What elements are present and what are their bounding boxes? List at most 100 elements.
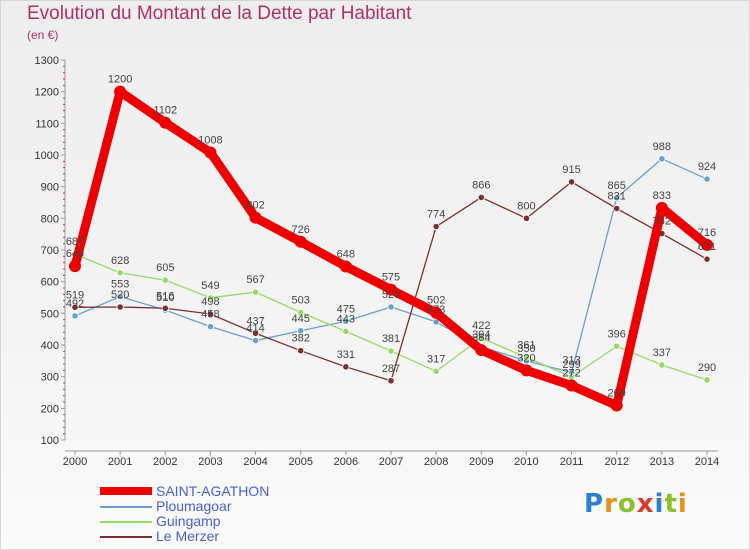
legend-label: Guingamp [156,513,221,529]
data-point-saint-agathon [520,364,533,377]
data-point-le-merzer [703,255,711,263]
legend: SAINT-AGATHON Ploumagoar Guingamp Le Mer… [100,484,360,544]
data-label: 475 [337,303,355,315]
y-tick-label: 600 [41,277,59,289]
y-tick-label: 1300 [35,55,59,67]
data-point-saint-agathon [204,146,217,159]
data-label: 510 [156,292,174,304]
data-point-le-merzer [342,363,350,371]
data-point-ploumagoar [71,312,79,320]
y-tick-label: 400 [41,340,59,352]
data-point-le-merzer [613,204,621,213]
data-label: 290 [698,362,716,374]
data-label: 671 [698,241,716,253]
legend-swatch [100,536,152,538]
x-tick-label: 2013 [650,456,674,468]
series-line-saint-agathon [70,87,712,410]
data-label: 287 [382,363,400,375]
data-point-ploumagoar [613,194,621,202]
data-point-saint-agathon [294,235,307,248]
data-label: 445 [292,313,310,325]
data-label: 1008 [198,134,222,146]
data-point-saint-agathon [159,116,172,129]
data-label: 752 [653,216,671,228]
y-tick-label: 900 [41,182,59,194]
legend-item-saint-agathon: SAINT-AGATHON [100,484,360,499]
data-point-guingamp [297,308,305,316]
data-label: 437 [246,315,264,327]
data-label: 575 [382,272,400,284]
data-point-le-merzer [297,347,305,355]
data-label: 924 [698,161,716,173]
data-label: 498 [201,296,219,308]
data-label: 605 [156,262,174,274]
data-label: 516 [156,290,174,302]
data-label: 502 [427,295,445,307]
data-point-le-merzer [432,222,440,231]
data-point-guingamp [522,353,531,361]
legend-label: Ploumagoar [156,498,232,514]
data-label: 492 [66,298,84,310]
data-label: 553 [111,279,129,291]
data-point-saint-agathon [339,260,352,273]
data-label: 833 [653,190,671,202]
data-label: 299 [562,359,580,371]
x-tick-label: 2004 [243,456,267,468]
data-point-saint-agathon [610,399,623,412]
x-tick-label: 2000 [63,456,87,468]
data-label: 831 [608,191,626,203]
data-point-ploumagoar [387,303,395,311]
data-point-saint-agathon [385,283,397,296]
data-point-le-merzer [116,303,124,311]
data-point-guingamp [387,347,395,355]
x-tick-label: 2007 [379,456,403,468]
data-point-guingamp [477,334,485,342]
data-label: 317 [427,353,445,365]
y-tick-label: 800 [41,213,59,225]
chart-subtitle: (en €) [27,28,59,42]
y-tick-label: 300 [41,372,59,384]
data-label: 422 [472,320,490,332]
data-label: 774 [427,209,445,221]
data-label: 1200 [108,74,132,86]
axes: 100 200 300 400 500 600 700 800 900 1000 1100 1200 1… [35,55,720,468]
data-label: 382 [292,333,310,345]
data-label: 1102 [153,105,177,117]
data-label: 458 [201,309,219,321]
chart-title: Evolution du Montant de la Dette par Hab… [27,3,412,24]
data-label: 320 [517,352,535,364]
legend-item-ploumagoar: Ploumagoar [100,499,360,514]
data-point-le-merzer [567,178,576,186]
data-label: 361 [517,339,535,351]
data-label: 384 [472,332,490,344]
x-tick-label: 2003 [198,456,222,468]
data-label: 350 [517,343,535,355]
data-label: 716 [698,227,716,239]
data-point-ploumagoar [342,317,350,325]
data-point-saint-agathon [69,260,81,273]
x-tick-label: 2012 [604,456,628,468]
data-label: 866 [472,179,490,191]
data-label: 865 [608,180,626,192]
data-point-guingamp [432,367,440,375]
data-label: 443 [337,313,355,325]
x-tick-label: 2010 [514,456,538,468]
data-point-le-merzer [387,377,395,385]
data-label: 337 [653,347,671,359]
data-point-saint-agathon [565,379,578,392]
data-point-saint-agathon [655,201,668,214]
legend-item-le-merzer: Le Merzer [100,529,360,544]
data-point-guingamp [703,376,711,384]
legend-swatch [100,506,152,508]
data-label: 628 [111,255,129,267]
data-label: 549 [201,280,219,292]
data-point-saint-agathon [701,238,713,251]
data-label: 800 [517,200,535,212]
legend-swatch [100,521,152,523]
data-point-guingamp [116,269,124,277]
data-label: 687 [66,236,84,248]
data-point-ploumagoar [251,336,260,345]
data-label: 649 [66,248,84,260]
data-label: 313 [562,355,580,367]
data-point-saint-agathon [430,306,443,319]
